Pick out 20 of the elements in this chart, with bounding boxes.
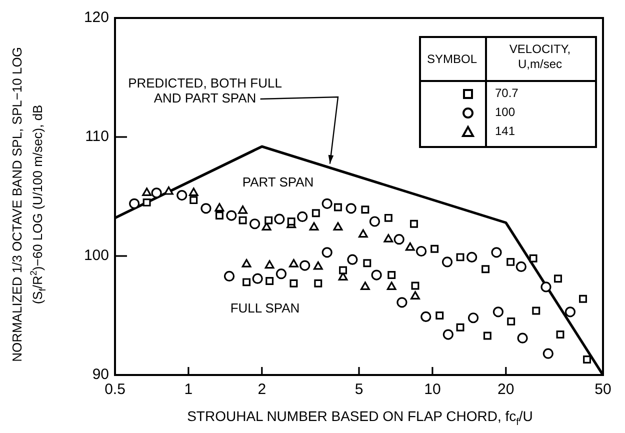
legend-label: 70.7 [495,86,518,101]
x-tick-label: 5 [354,381,364,398]
y-tick-label: 120 [84,9,109,26]
annotation: SYMBOL [426,52,478,67]
annotation: FULL SPAN [230,300,300,316]
x-tick-label: 2 [258,381,266,398]
x-tick-label: 1 [184,381,193,398]
x-tick-label: 10 [424,381,441,398]
y-tick-label: 100 [84,247,109,264]
x-tick-label: 50 [594,381,612,398]
annotation: PART SPAN [242,174,314,190]
y-tick-label: 90 [92,366,109,384]
text: PREDICTED, BOTH FULL AND PART SPAN [128,76,282,106]
legend-label: 100 [495,105,516,120]
legend-label: 141 [495,124,516,139]
x-axis-title: STROUHAL NUMBER BASED ON FLAP CHORD, fc$_{f}$/U [186,408,534,428]
x-tick-label: 20 [498,381,514,398]
y-tick-label: 110 [85,128,109,146]
x-tick-label: 0.5 [104,381,126,398]
legend-title: VELOCITY, U,m/sec [508,42,572,72]
